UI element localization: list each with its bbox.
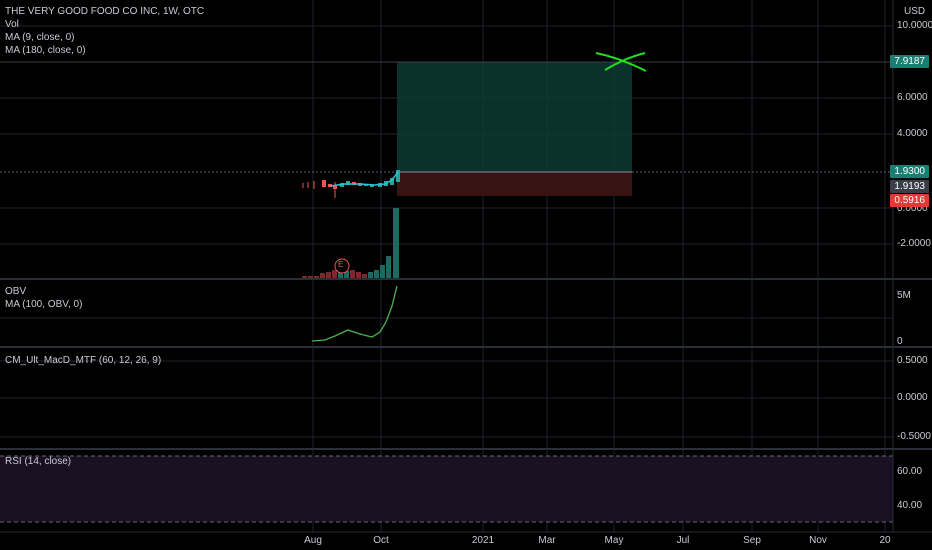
rsi-tick-40: 40.00 — [897, 500, 922, 511]
vol-indicator-label[interactable]: Vol — [5, 18, 204, 31]
time-label-sep: Sep — [743, 535, 761, 546]
time-label-jul: Jul — [677, 535, 690, 546]
rsi-tick-60: 60.00 — [897, 466, 922, 477]
stop-price-tag: 0.5916 — [890, 194, 929, 207]
rsi-legend: RSI (14, close) — [5, 455, 71, 468]
macd-tick-neg: -0.5000 — [897, 431, 931, 442]
volume-bars — [302, 208, 399, 278]
time-label-aug: Aug — [304, 535, 322, 546]
macd-tick-pos: 0.5000 — [897, 355, 928, 366]
pane-divider-obv[interactable] — [0, 278, 932, 280]
macd-title[interactable]: CM_Ult_MacD_MTF (60, 12, 26, 9) — [5, 354, 161, 367]
price-tick-6: 6.0000 — [897, 92, 928, 103]
obv-title[interactable]: OBV — [5, 285, 82, 298]
currency-label: USD — [904, 6, 925, 17]
profit-zone[interactable] — [397, 62, 632, 172]
price-tick-4: 4.0000 — [897, 128, 928, 139]
entry-price-tag: 1.9300 — [890, 165, 929, 178]
loss-zone[interactable] — [397, 172, 632, 196]
obv-ma-label[interactable]: MA (100, OBV, 0) — [5, 298, 82, 311]
price-tick-10: 10.0000 — [897, 20, 932, 31]
rsi-band — [0, 456, 893, 522]
pane-divider-rsi[interactable] — [0, 448, 932, 450]
pane-divider-macd[interactable] — [0, 346, 932, 348]
main-legend: THE VERY GOOD FOOD CO INC, 1W, OTC Vol M… — [5, 5, 204, 57]
ma180-indicator-label[interactable]: MA (180, close, 0) — [5, 44, 204, 57]
obv-tick-5m: 5M — [897, 290, 911, 301]
symbol-title[interactable]: THE VERY GOOD FOOD CO INC, 1W, OTC — [5, 5, 204, 18]
obv-line — [312, 286, 397, 341]
macd-tick-zero: 0.0000 — [897, 392, 928, 403]
rsi-title[interactable]: RSI (14, close) — [5, 455, 71, 468]
time-label-may: May — [605, 535, 624, 546]
obv-tick-0: 0 — [897, 336, 903, 347]
time-label-2021: 2021 — [472, 535, 494, 546]
time-label-oct: Oct — [373, 535, 389, 546]
ma9-indicator-label[interactable]: MA (9, close, 0) — [5, 31, 204, 44]
time-label-nov: Nov — [809, 535, 827, 546]
macd-legend: CM_Ult_MacD_MTF (60, 12, 26, 9) — [5, 354, 161, 367]
current-price-tag: 1.9193 — [890, 180, 929, 193]
time-label-20: 20 — [879, 535, 890, 546]
earnings-marker-label: E — [338, 260, 343, 269]
price-tick-minus2: -2.0000 — [897, 238, 931, 249]
target-price-tag: 7.9187 — [890, 55, 929, 68]
obv-legend: OBV MA (100, OBV, 0) — [5, 285, 82, 311]
time-label-mar: Mar — [538, 535, 555, 546]
